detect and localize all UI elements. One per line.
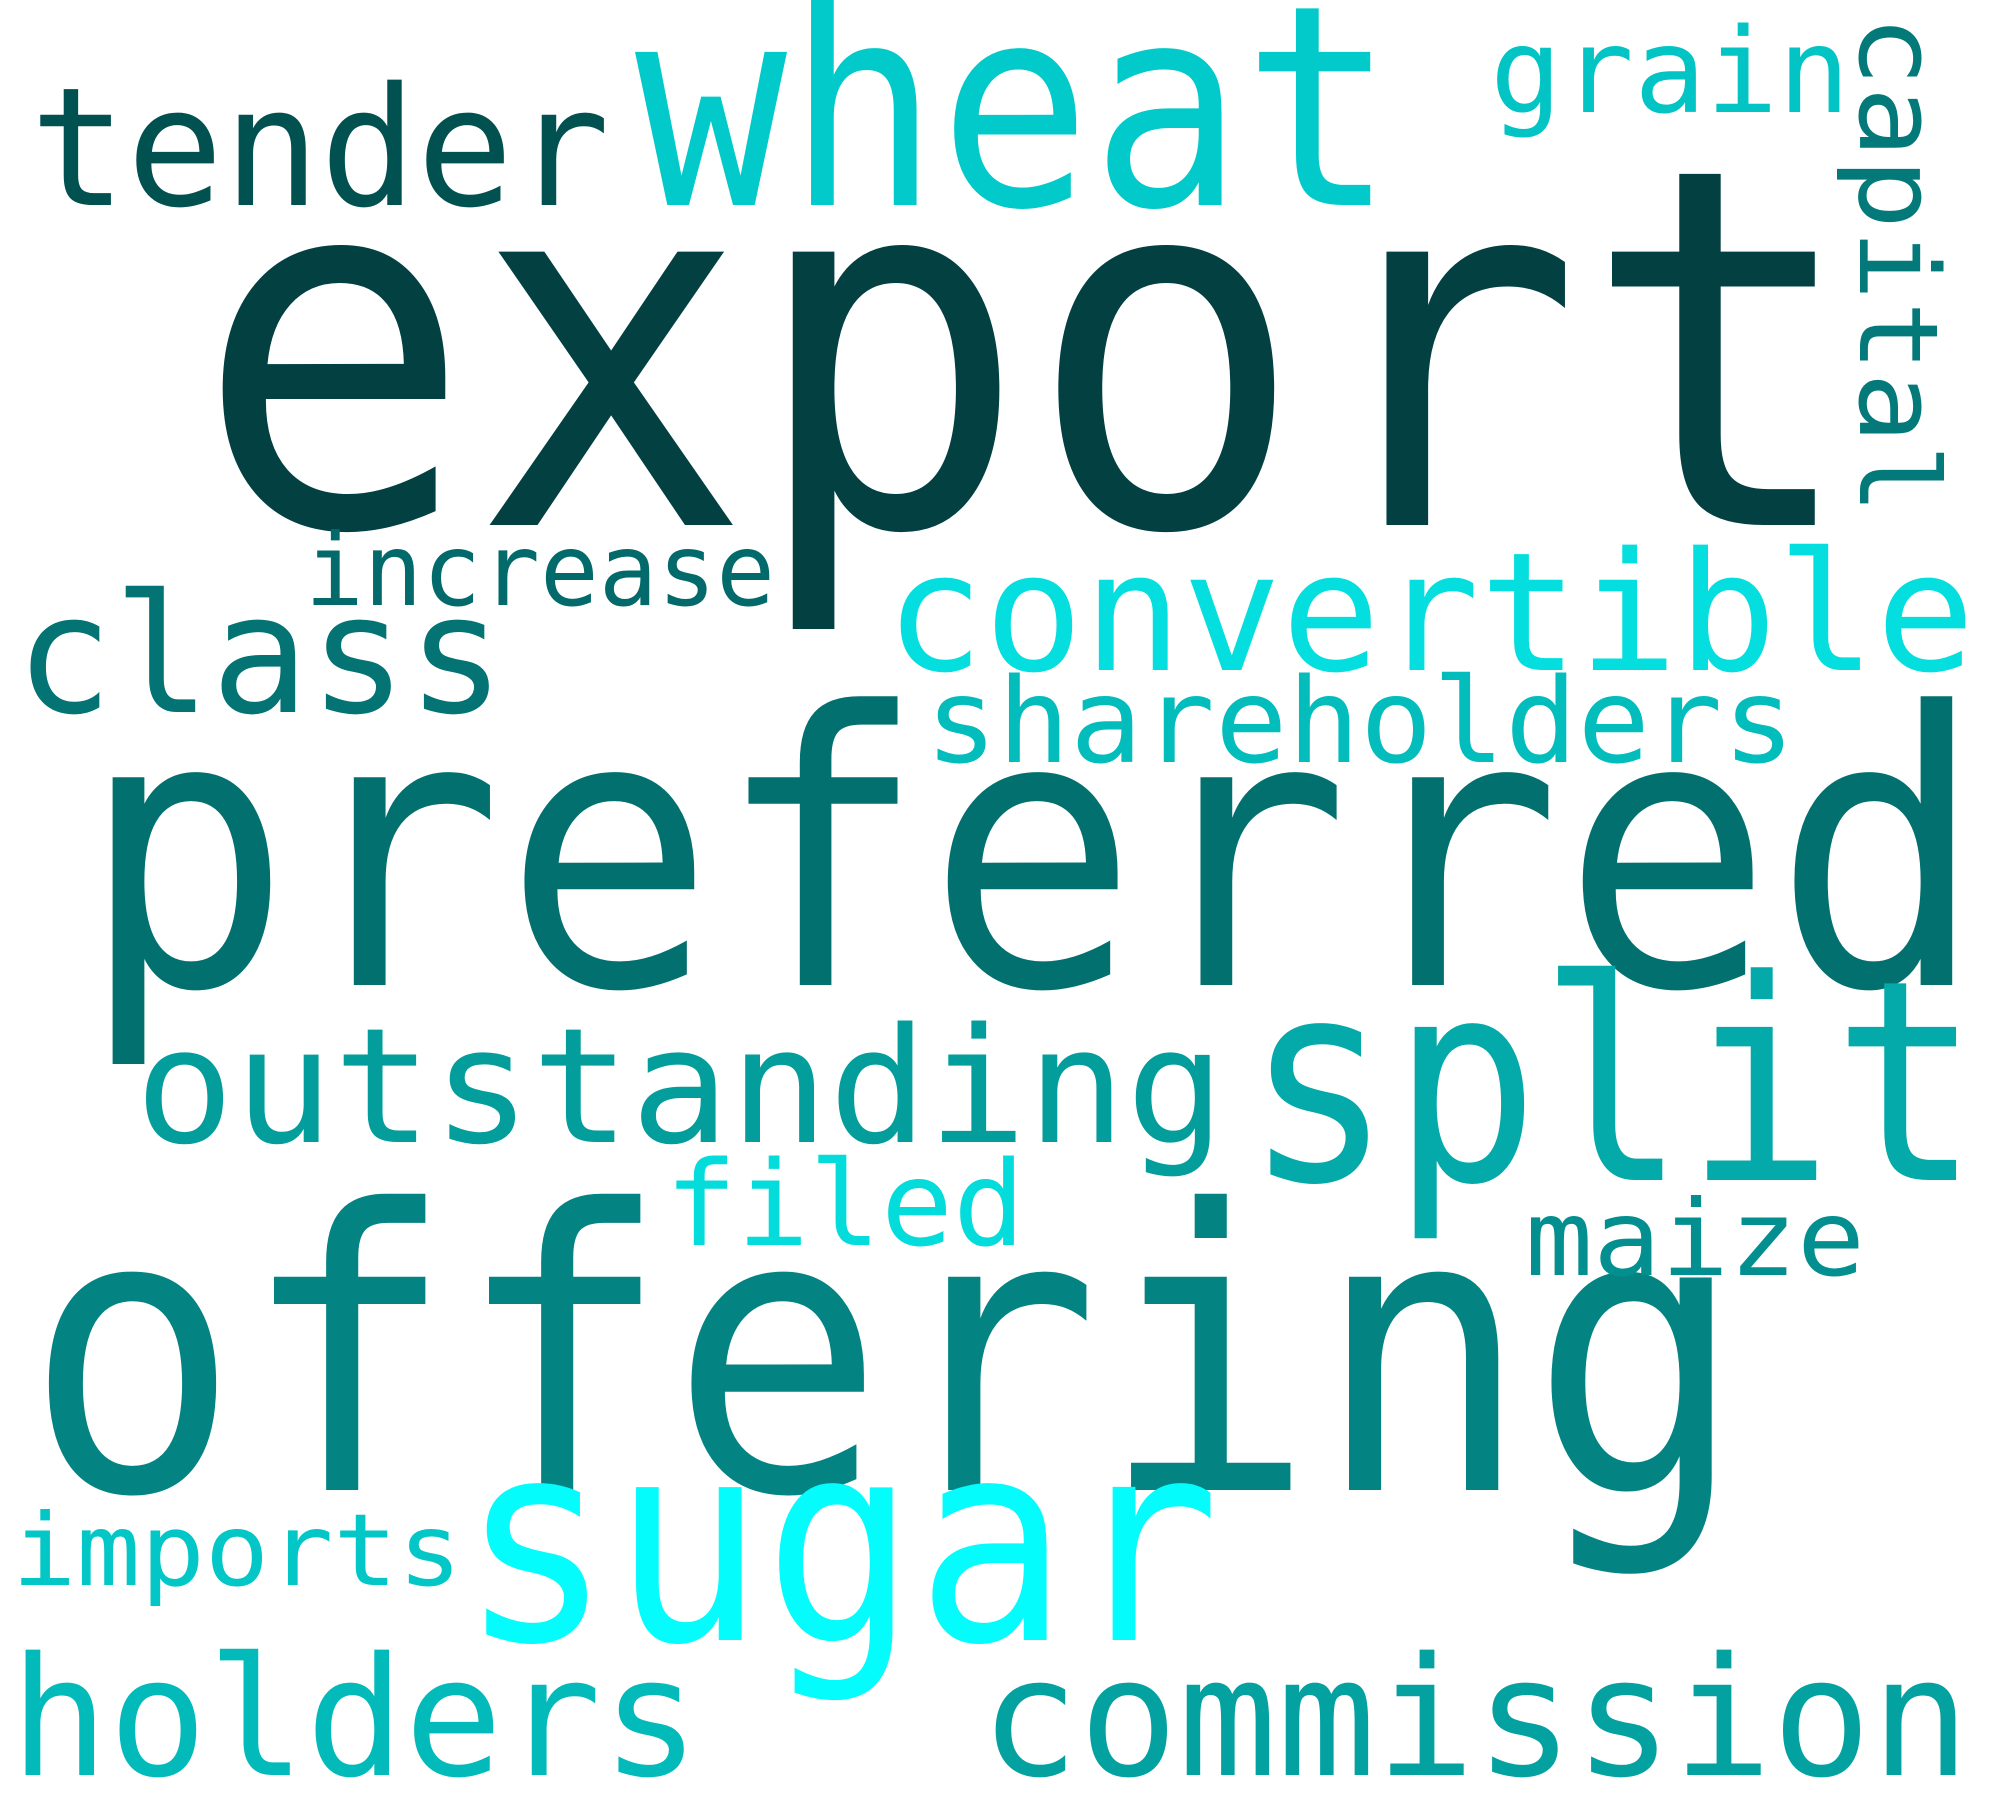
word-preferred: preferred [80, 632, 1985, 1075]
word-export: export [195, 61, 1860, 643]
word-wheat: wheat [635, 0, 1395, 272]
word-class: class [15, 559, 505, 751]
word-imports: imports [12, 1492, 462, 1609]
word-group: exportpreferredofferingwheatsplitsugarco… [10, 0, 1985, 1800]
word-outstanding: outstanding [135, 993, 1225, 1180]
word-commission: commission [980, 1622, 1970, 1800]
word-increase: increase [305, 512, 775, 629]
word-convertible: convertible [885, 517, 1975, 709]
word-split: split [1245, 921, 1980, 1247]
word-shareholders: shareholders [925, 652, 1795, 790]
word-tender: tender [30, 52, 610, 244]
word-filed: filed [665, 1135, 1025, 1273]
word-holders: holders [10, 1622, 700, 1800]
word-grain: grain [1490, 2, 1850, 140]
word-offering: offering [25, 1128, 1745, 1582]
word-maize: maize [1525, 1178, 1865, 1300]
word-capital: capital [1834, 15, 1962, 515]
word-sugar: sugar [460, 1381, 1220, 1707]
